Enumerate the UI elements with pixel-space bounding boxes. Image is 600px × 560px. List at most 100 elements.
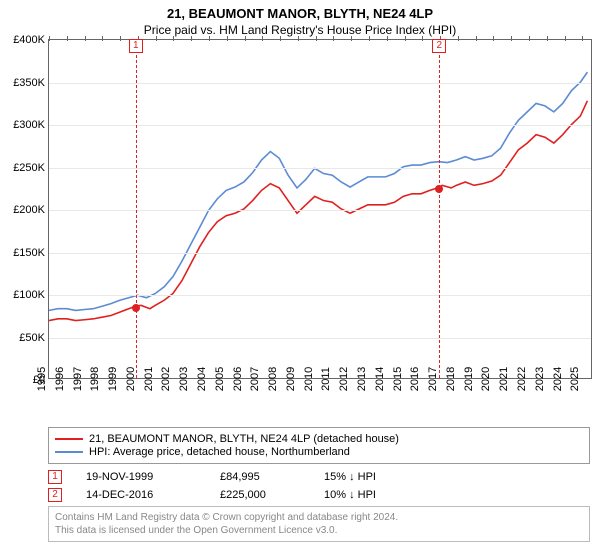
legend-swatch-blue xyxy=(55,451,83,453)
x-tick-label: 2008 xyxy=(267,367,279,391)
x-tick-mark xyxy=(316,36,317,41)
marker-dot xyxy=(132,304,140,312)
x-tick-label: 2015 xyxy=(391,367,403,391)
x-tick-mark xyxy=(85,36,86,41)
event-price: £84,995 xyxy=(220,471,300,483)
attribution-box: Contains HM Land Registry data © Crown c… xyxy=(48,506,590,542)
x-tick-mark xyxy=(280,36,281,41)
x-tick-mark xyxy=(49,36,50,41)
x-tick-label: 2025 xyxy=(569,367,581,391)
event-row: 2 14-DEC-2016 £225,000 10% ↓ HPI xyxy=(48,488,590,502)
x-tick-label: 2004 xyxy=(196,367,208,391)
legend-label: HPI: Average price, detached house, Nort… xyxy=(89,446,350,458)
x-tick-mark xyxy=(245,36,246,41)
event-diff: 10% ↓ HPI xyxy=(324,489,424,501)
marker-dot xyxy=(435,185,443,193)
gridline xyxy=(49,125,591,126)
gridline xyxy=(49,338,591,339)
chart-header: 21, BEAUMONT MANOR, BLYTH, NE24 4LP Pric… xyxy=(0,0,600,39)
x-tick-mark xyxy=(387,36,388,41)
series-hpi xyxy=(49,72,587,310)
x-tick-label: 2013 xyxy=(356,367,368,391)
event-badge: 1 xyxy=(48,470,62,484)
x-tick-mark xyxy=(582,36,583,41)
x-tick-mark xyxy=(529,36,530,41)
x-tick-label: 2007 xyxy=(249,367,261,391)
x-tick-mark xyxy=(476,36,477,41)
x-tick-mark xyxy=(547,36,548,41)
x-tick-label: 2012 xyxy=(338,367,350,391)
y-tick-label: £400K xyxy=(13,34,45,46)
marker-badge: 2 xyxy=(432,39,446,53)
event-date: 14-DEC-2016 xyxy=(86,489,196,501)
legend-swatch-red xyxy=(55,438,83,440)
x-axis: 1995199619971998199920002001200220032004… xyxy=(48,379,592,399)
x-tick-label: 2001 xyxy=(142,367,154,391)
legend-item-hpi: HPI: Average price, detached house, Nort… xyxy=(55,446,583,458)
x-tick-mark xyxy=(458,36,459,41)
x-tick-mark xyxy=(333,36,334,41)
x-tick-mark xyxy=(262,36,263,41)
chart-region: £0£50K£100K£150K£200K£250K£300K£350K£400… xyxy=(48,39,592,399)
x-tick-label: 2002 xyxy=(160,367,172,391)
legend-item-price-paid: 21, BEAUMONT MANOR, BLYTH, NE24 4LP (det… xyxy=(55,433,583,445)
chart-subtitle: Price paid vs. HM Land Registry's House … xyxy=(0,23,600,37)
x-tick-label: 2018 xyxy=(445,367,457,391)
x-tick-label: 1998 xyxy=(89,367,101,391)
event-row: 1 19-NOV-1999 £84,995 15% ↓ HPI xyxy=(48,470,590,484)
x-tick-label: 2017 xyxy=(427,367,439,391)
x-tick-label: 2003 xyxy=(178,367,190,391)
x-tick-label: 2016 xyxy=(409,367,421,391)
x-tick-mark xyxy=(191,36,192,41)
x-tick-mark xyxy=(565,36,566,41)
y-tick-label: £350K xyxy=(13,77,45,89)
attribution-line: This data is licensed under the Open Gov… xyxy=(55,524,583,537)
x-tick-mark xyxy=(173,36,174,41)
plot-area: £0£50K£100K£150K£200K£250K£300K£350K£400… xyxy=(48,39,592,379)
x-tick-label: 1997 xyxy=(71,367,83,391)
x-tick-mark xyxy=(120,36,121,41)
x-tick-mark xyxy=(369,36,370,41)
y-tick-label: £50K xyxy=(19,332,45,344)
event-table: 1 19-NOV-1999 £84,995 15% ↓ HPI 2 14-DEC… xyxy=(48,470,590,502)
event-date: 19-NOV-1999 xyxy=(86,471,196,483)
legend-box: 21, BEAUMONT MANOR, BLYTH, NE24 4LP (det… xyxy=(48,427,590,464)
y-tick-label: £250K xyxy=(13,162,45,174)
gridline xyxy=(49,168,591,169)
x-tick-label: 2024 xyxy=(551,367,563,391)
x-tick-label: 1996 xyxy=(54,367,66,391)
y-tick-label: £100K xyxy=(13,289,45,301)
event-diff: 15% ↓ HPI xyxy=(324,471,424,483)
x-tick-mark xyxy=(351,36,352,41)
x-tick-label: 2011 xyxy=(321,367,333,391)
x-tick-mark xyxy=(102,36,103,41)
x-tick-mark xyxy=(209,36,210,41)
x-tick-label: 2020 xyxy=(480,367,492,391)
x-tick-label: 2022 xyxy=(516,367,528,391)
attribution-line: Contains HM Land Registry data © Crown c… xyxy=(55,511,583,524)
legend-label: 21, BEAUMONT MANOR, BLYTH, NE24 4LP (det… xyxy=(89,433,399,445)
gridline xyxy=(49,83,591,84)
event-price: £225,000 xyxy=(220,489,300,501)
x-tick-label: 2021 xyxy=(498,367,510,391)
gridline xyxy=(49,210,591,211)
x-tick-mark xyxy=(422,36,423,41)
x-tick-mark xyxy=(511,36,512,41)
x-tick-label: 2005 xyxy=(214,367,226,391)
x-tick-label: 2023 xyxy=(534,367,546,391)
y-tick-label: £200K xyxy=(13,204,45,216)
x-tick-label: 2006 xyxy=(231,367,243,391)
chart-title: 21, BEAUMONT MANOR, BLYTH, NE24 4LP xyxy=(0,6,600,21)
x-tick-mark xyxy=(156,36,157,41)
x-tick-label: 2009 xyxy=(285,367,297,391)
x-tick-mark xyxy=(405,36,406,41)
y-tick-label: £150K xyxy=(13,247,45,259)
x-tick-mark xyxy=(298,36,299,41)
x-tick-label: 1995 xyxy=(36,367,48,391)
marker-vline xyxy=(439,40,440,378)
marker-vline xyxy=(136,40,137,378)
x-tick-label: 2010 xyxy=(302,367,314,391)
line-layer xyxy=(49,40,591,378)
y-tick-label: £300K xyxy=(13,119,45,131)
gridline xyxy=(49,295,591,296)
